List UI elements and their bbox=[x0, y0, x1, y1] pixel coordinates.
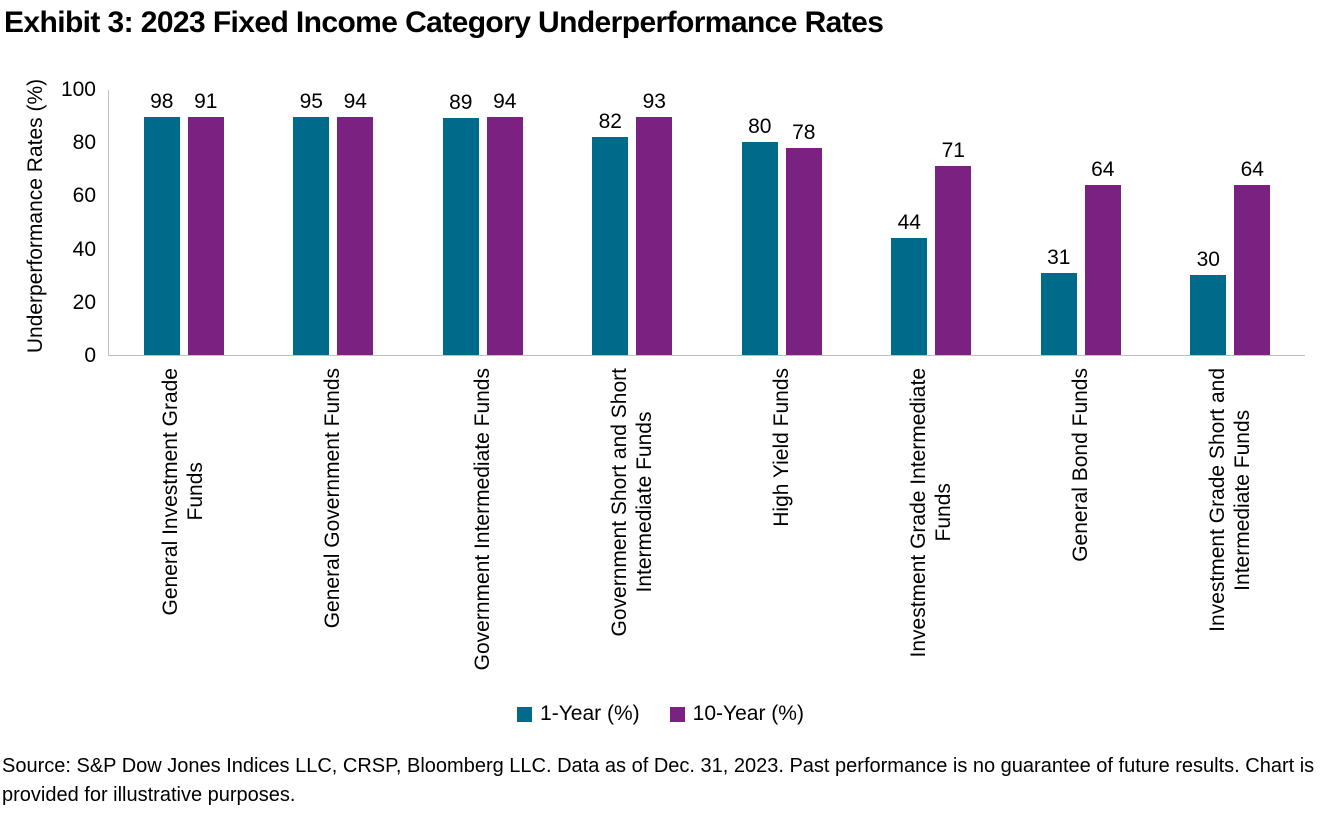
bar bbox=[293, 117, 330, 355]
bar bbox=[486, 117, 523, 355]
value-label: 82 bbox=[598, 109, 622, 133]
y-tick-label: 80 bbox=[72, 131, 96, 155]
bar-column: 64 bbox=[1084, 90, 1121, 355]
x-label-cell: General Investment Grade Funds bbox=[108, 368, 258, 698]
bar-column: 82 bbox=[592, 90, 629, 355]
bar-group: 80 78 bbox=[707, 90, 857, 355]
bar-group: 44 71 bbox=[857, 90, 1007, 355]
bar-column: 30 bbox=[1190, 90, 1227, 355]
category-label: Government Short and Short Intermediate … bbox=[607, 368, 656, 637]
bar-column: 64 bbox=[1234, 90, 1271, 355]
legend-item: 10-Year (%) bbox=[669, 702, 804, 726]
value-label: 64 bbox=[1240, 157, 1264, 181]
x-label-cell: Investment Grade Short and Intermediate … bbox=[1155, 368, 1305, 698]
bar-group: 89 94 bbox=[408, 90, 558, 355]
source-note: Source: S&P Dow Jones Indices LLC, CRSP,… bbox=[2, 755, 1315, 806]
value-label: 98 bbox=[150, 90, 174, 113]
x-label-cell: Investment Grade Intermediate Funds bbox=[856, 368, 1006, 698]
x-label-cell: General Bond Funds bbox=[1006, 368, 1156, 698]
bar bbox=[935, 166, 972, 355]
bar-column: 31 bbox=[1040, 90, 1077, 355]
bar bbox=[636, 117, 673, 355]
bar bbox=[143, 117, 180, 355]
category-label: Government Intermediate Funds bbox=[470, 368, 494, 671]
bar bbox=[1040, 272, 1077, 355]
bar bbox=[1190, 275, 1227, 355]
bar-column: 80 bbox=[741, 90, 778, 355]
value-label: 89 bbox=[449, 91, 473, 115]
bar bbox=[741, 142, 778, 355]
value-label: 94 bbox=[343, 90, 367, 113]
y-tick-label: 40 bbox=[72, 237, 96, 261]
y-tick-label: 60 bbox=[72, 184, 96, 208]
x-axis-labels: General Investment Grade Funds General Go… bbox=[108, 368, 1305, 698]
bar-group: 82 93 bbox=[558, 90, 708, 355]
bar-column: 78 bbox=[785, 90, 822, 355]
y-tick-label: 100 bbox=[60, 78, 96, 101]
bar bbox=[442, 118, 479, 355]
value-label: 91 bbox=[194, 90, 218, 113]
value-label: 64 bbox=[1091, 157, 1115, 181]
value-label: 30 bbox=[1196, 248, 1220, 272]
legend-label: 1-Year (%) bbox=[540, 702, 640, 725]
x-label-cell: High Yield Funds bbox=[707, 368, 857, 698]
bar-column: 89 bbox=[442, 90, 479, 355]
value-label: 78 bbox=[792, 120, 816, 144]
category-label: Investment Grade Short and Intermediate … bbox=[1206, 368, 1255, 632]
plot-area: 98 91 95 94 89 94 82 93 80 78 44 71 31 64 30 64 bbox=[108, 90, 1305, 356]
bar-group: 98 91 bbox=[109, 90, 259, 355]
bar-column: 93 bbox=[636, 90, 673, 355]
value-label: 71 bbox=[941, 139, 965, 163]
legend: 1-Year (%) 10-Year (%) bbox=[0, 702, 1321, 726]
bar bbox=[1084, 184, 1121, 355]
value-label: 31 bbox=[1047, 245, 1071, 269]
bar-column: 71 bbox=[935, 90, 972, 355]
bar-column: 95 bbox=[293, 90, 330, 355]
value-label: 95 bbox=[299, 90, 323, 113]
bar bbox=[785, 147, 822, 355]
bar bbox=[891, 237, 928, 355]
bar bbox=[592, 136, 629, 355]
bar bbox=[1234, 184, 1271, 355]
value-label: 44 bbox=[897, 210, 921, 234]
bar bbox=[187, 117, 224, 355]
x-label-cell: Government Intermediate Funds bbox=[407, 368, 557, 698]
legend-swatch bbox=[517, 706, 533, 722]
bar bbox=[337, 117, 374, 355]
bar-group: 30 64 bbox=[1156, 90, 1306, 355]
category-label: General Bond Funds bbox=[1069, 368, 1093, 562]
y-axis-title: Underperformance Rates (%) bbox=[24, 78, 47, 354]
x-label-cell: Government Short and Short Intermediate … bbox=[557, 368, 707, 698]
bar-column: 94 bbox=[337, 90, 374, 355]
y-tick-label: 20 bbox=[72, 290, 96, 314]
value-label: 80 bbox=[748, 115, 772, 139]
x-label-cell: General Government Funds bbox=[258, 368, 408, 698]
category-label: General Government Funds bbox=[320, 368, 344, 629]
legend-label: 10-Year (%) bbox=[692, 702, 804, 725]
category-label: General Investment Grade Funds bbox=[158, 368, 207, 616]
value-label: 94 bbox=[493, 90, 517, 113]
category-label: Investment Grade Intermediate Funds bbox=[906, 368, 955, 658]
bar-group: 95 94 bbox=[259, 90, 409, 355]
y-axis-ticks: 0 20 40 60 80 100 bbox=[54, 78, 96, 367]
category-label: High Yield Funds bbox=[769, 368, 793, 527]
chart-title: Exhibit 3: 2023 Fixed Income Category Un… bbox=[4, 6, 884, 39]
bar-column: 44 bbox=[891, 90, 928, 355]
legend-item: 1-Year (%) bbox=[517, 702, 640, 726]
y-tick-label: 0 bbox=[84, 344, 96, 367]
bar-group: 31 64 bbox=[1006, 90, 1156, 355]
bar-column: 91 bbox=[187, 90, 224, 355]
value-label: 93 bbox=[642, 90, 666, 113]
legend-swatch bbox=[669, 706, 685, 722]
bar-column: 94 bbox=[486, 90, 523, 355]
bar-column: 98 bbox=[143, 90, 180, 355]
